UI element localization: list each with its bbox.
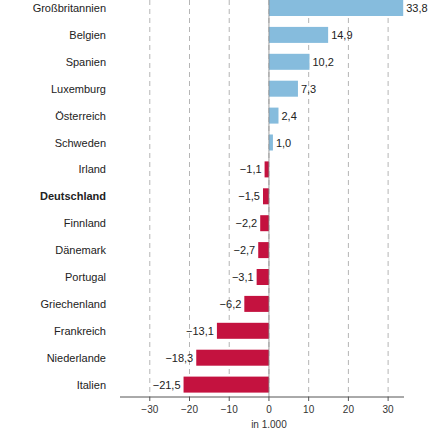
category-label: Griechenland xyxy=(41,298,106,310)
tick-label: 20 xyxy=(343,404,355,415)
tick-mark xyxy=(388,397,389,401)
axis-label: in 1.000 xyxy=(251,419,287,430)
tick-mark xyxy=(308,397,309,401)
category-label: Frankreich xyxy=(54,325,106,337)
data-label: 7,3 xyxy=(301,83,316,95)
bar xyxy=(196,350,269,366)
bar xyxy=(260,215,269,231)
bar xyxy=(244,296,269,312)
data-label: 10,2 xyxy=(312,56,333,68)
category-label: Belgien xyxy=(69,29,106,41)
tick-label: −30 xyxy=(141,404,158,415)
bar xyxy=(269,135,273,151)
category-label: Portugal xyxy=(65,271,106,283)
tick-mark xyxy=(229,397,230,401)
grid-line xyxy=(149,0,150,397)
data-label: −6,2 xyxy=(220,298,242,310)
data-label: −18,3 xyxy=(165,352,193,364)
data-label: −2,2 xyxy=(235,217,257,229)
bar xyxy=(184,377,269,393)
category-label: Luxemburg xyxy=(51,83,106,95)
category-label: Dänemark xyxy=(55,244,106,256)
bars xyxy=(184,0,404,393)
category-label: Schweden xyxy=(55,137,106,149)
tick-mark xyxy=(189,397,190,401)
bar xyxy=(257,269,269,285)
data-label: −1,1 xyxy=(240,163,262,175)
bar xyxy=(269,54,310,70)
grid-line xyxy=(388,0,389,397)
category-label: Österreich xyxy=(55,110,106,122)
tick-label: −10 xyxy=(221,404,238,415)
x-axis xyxy=(120,397,404,398)
tick-label: −20 xyxy=(181,404,198,415)
data-label: 14,9 xyxy=(331,29,352,41)
bar xyxy=(269,81,298,97)
data-label: 2,4 xyxy=(281,110,296,122)
data-label: −21,5 xyxy=(153,379,181,391)
grid-line xyxy=(189,0,190,397)
data-label: −13,1 xyxy=(186,325,214,337)
x-ticks: −30 −20 −10 0 10 20 30 xyxy=(141,397,394,415)
bar xyxy=(258,242,269,258)
bar xyxy=(269,0,403,16)
bar xyxy=(269,27,328,43)
tick-mark xyxy=(268,397,269,401)
tick-mark xyxy=(149,397,150,401)
category-label: Deutschland xyxy=(40,190,106,202)
data-label: 33,8 xyxy=(406,2,427,14)
tick-mark xyxy=(348,397,349,401)
category-label: Spanien xyxy=(66,56,106,68)
data-label: 1,0 xyxy=(276,137,291,149)
category-label: Italien xyxy=(77,379,106,391)
category-label: Niederlande xyxy=(47,352,106,364)
zero-line xyxy=(268,0,269,397)
chart: −30 −20 −10 0 10 20 30 Großbritannien 33,8 Belgie… xyxy=(0,0,430,434)
category-label: Finnland xyxy=(64,217,106,229)
data-label: −1,5 xyxy=(238,190,260,202)
tick-label: 30 xyxy=(383,404,395,415)
category-label: Großbritannien xyxy=(33,2,106,14)
data-label: −2,7 xyxy=(234,244,256,256)
grid-line xyxy=(348,0,349,397)
category-label: Irland xyxy=(78,163,106,175)
chart-container: −30 −20 −10 0 10 20 30 Großbritannien 33,8 Belgie… xyxy=(0,0,430,434)
bar xyxy=(263,188,269,204)
tick-label: 0 xyxy=(266,404,272,415)
labels: Großbritannien 33,8 Belgien 14,9 Spanien 10,2… xyxy=(33,2,428,391)
data-label: −3,1 xyxy=(232,271,254,283)
grid-line xyxy=(268,0,269,397)
bar xyxy=(265,161,269,177)
bar xyxy=(217,323,269,339)
tick-label: 10 xyxy=(303,404,315,415)
bar xyxy=(269,108,279,124)
grid xyxy=(150,0,388,397)
